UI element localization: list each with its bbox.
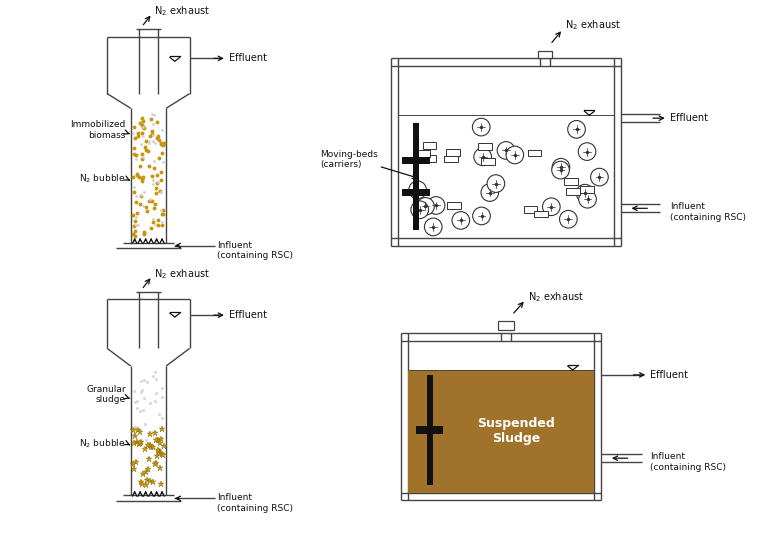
Circle shape	[578, 143, 596, 161]
Bar	[416, 426, 427, 434]
Bar	[408, 370, 594, 492]
Bar	[498, 321, 514, 330]
Circle shape	[543, 198, 560, 216]
Circle shape	[427, 197, 445, 215]
Circle shape	[552, 158, 570, 176]
Bar	[481, 158, 495, 164]
Bar	[534, 211, 548, 217]
Bar	[413, 123, 419, 230]
Bar	[539, 51, 552, 58]
Bar	[523, 206, 537, 213]
Bar	[419, 189, 430, 196]
Text: Influent
(containing RSC): Influent (containing RSC)	[217, 493, 293, 513]
Text: Granular
sludge: Granular sludge	[86, 385, 126, 404]
Circle shape	[452, 212, 469, 229]
Text: Influent
(containing RSC): Influent (containing RSC)	[650, 452, 726, 472]
Circle shape	[411, 201, 428, 218]
Text: Influent
(containing RSC): Influent (containing RSC)	[670, 202, 746, 222]
Circle shape	[408, 181, 427, 199]
Circle shape	[552, 161, 569, 179]
Bar	[564, 178, 578, 185]
Circle shape	[472, 207, 490, 225]
Bar	[433, 426, 443, 434]
Text: Effluent: Effluent	[670, 113, 708, 123]
Bar	[447, 149, 460, 156]
Text: N$_2$ exhaust: N$_2$ exhaust	[154, 267, 210, 281]
Bar	[419, 157, 430, 164]
Bar	[422, 142, 436, 148]
Bar	[402, 189, 413, 196]
Circle shape	[474, 148, 491, 166]
Bar	[580, 186, 594, 193]
Circle shape	[417, 197, 434, 215]
Bar	[427, 375, 433, 485]
Text: N$_2$ exhaust: N$_2$ exhaust	[565, 18, 621, 32]
Bar	[447, 202, 460, 210]
Text: Influent
(containing RSC): Influent (containing RSC)	[217, 241, 293, 260]
Bar	[444, 156, 458, 162]
Circle shape	[497, 142, 515, 160]
Text: Moving-beds
(carriers): Moving-beds (carriers)	[320, 150, 378, 169]
Bar	[566, 188, 580, 195]
Bar	[422, 155, 436, 162]
Circle shape	[559, 211, 577, 228]
Circle shape	[424, 218, 442, 236]
Text: N$_2$ bubble: N$_2$ bubble	[79, 173, 126, 185]
Text: Effluent: Effluent	[229, 53, 267, 63]
Bar	[402, 157, 413, 164]
Bar	[527, 150, 541, 157]
Circle shape	[506, 146, 523, 164]
Text: N$_2$ exhaust: N$_2$ exhaust	[154, 4, 210, 18]
Circle shape	[481, 184, 498, 201]
Circle shape	[487, 175, 504, 192]
Text: Effluent: Effluent	[229, 310, 267, 320]
Circle shape	[568, 120, 585, 138]
Circle shape	[591, 168, 608, 186]
Circle shape	[576, 184, 594, 202]
Bar	[416, 150, 430, 157]
Circle shape	[472, 118, 490, 136]
Circle shape	[578, 190, 597, 208]
Text: Suspended
Sludge: Suspended Sludge	[477, 417, 555, 446]
Text: Effluent: Effluent	[650, 370, 688, 380]
Text: N$_2$ exhaust: N$_2$ exhaust	[527, 290, 584, 304]
Bar	[479, 143, 492, 150]
Text: Immobilized
biomass: Immobilized biomass	[70, 120, 126, 140]
Text: N$_2$ bubble: N$_2$ bubble	[79, 437, 126, 450]
